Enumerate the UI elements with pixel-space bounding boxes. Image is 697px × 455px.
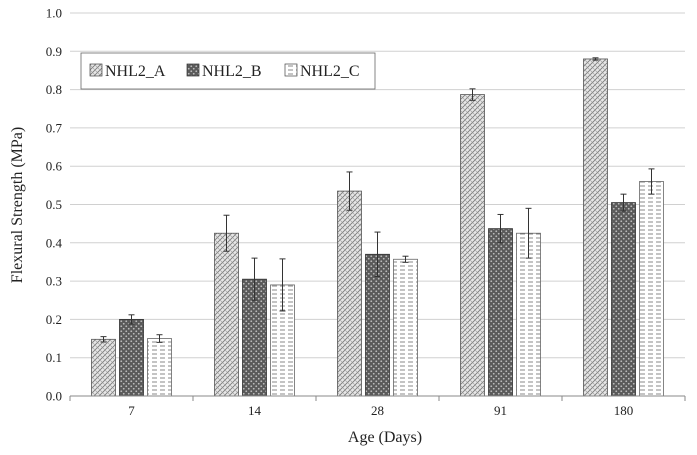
legend: NHL2_A NHL2_B NHL2_C: [80, 52, 376, 90]
bar-nhl2-b-7: [119, 318, 144, 397]
legend-label-nhl2-b: NHL2_B: [202, 63, 262, 80]
y-tick-label: 0.9: [46, 44, 62, 59]
bar-nhl2-c-7: [147, 338, 172, 397]
legend-swatch-nhl2-b: [186, 63, 200, 77]
y-tick-label: 0.8: [46, 82, 62, 97]
y-tick-label: 0.2: [46, 312, 62, 327]
bar-nhl2-c-28: [393, 258, 418, 397]
x-tick-label: 14: [248, 403, 262, 418]
legend-label-nhl2-a: NHL2_A: [105, 63, 166, 80]
y-tick-label: 0.6: [46, 159, 63, 174]
x-axis-title: Age (Days): [348, 429, 422, 446]
bar-nhl2-a-180: [583, 58, 608, 397]
legend-box: [80, 52, 376, 90]
x-tick-label: 91: [494, 403, 507, 418]
y-tick-label: 0.7: [46, 120, 63, 135]
y-tick-label: 1.0: [46, 6, 62, 21]
x-tick-label: 28: [371, 403, 384, 418]
bar-nhl2-b-180: [611, 202, 636, 397]
bar-nhl2-a-28: [337, 190, 362, 397]
x-tick-label: 180: [614, 403, 634, 418]
bar-nhl2-b-91: [488, 228, 513, 397]
bar-nhl2-a-91: [460, 94, 485, 397]
bars: [91, 57, 664, 397]
x-tick-label: 7: [128, 403, 135, 418]
bar-nhl2-b-28: [365, 253, 390, 397]
y-tick-label: 0.0: [46, 389, 62, 404]
y-tick-label: 0.3: [46, 274, 62, 289]
y-tick-label: 0.4: [46, 235, 63, 250]
bar-nhl2-c-180: [639, 181, 664, 397]
bar-nhl2-a-14: [214, 232, 239, 397]
y-tick-label: 0.1: [46, 350, 62, 365]
legend-label-nhl2-c: NHL2_C: [300, 63, 360, 80]
y-axis-title: Flexural Strength (MPa): [9, 127, 26, 283]
y-tick-label: 0.5: [46, 197, 62, 212]
bar-nhl2-a-7: [91, 338, 116, 397]
axes: 0.0 0.1 0.2 0.3 0.4 0.5 0.6 0.7 0.8 0.9 1.0 7 14 28 91…: [46, 6, 686, 418]
legend-swatch-nhl2-a: [89, 63, 103, 77]
gridlines: [70, 12, 685, 359]
legend-swatch-nhl2-c: [284, 63, 298, 77]
